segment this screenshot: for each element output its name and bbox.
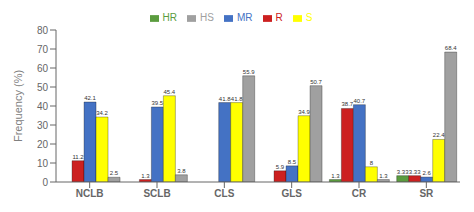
html-text:S: S (305, 12, 313, 23)
html-text:MR: MR (236, 12, 253, 23)
svg-text:60: 60 (37, 63, 49, 74)
svg-text:70: 70 (37, 44, 49, 55)
svg-text:3.33: 3.33 (397, 169, 409, 175)
svg-text:39.5: 39.5 (152, 100, 164, 106)
svg-text:55.9: 55.9 (243, 69, 255, 75)
svg-text:80: 80 (37, 25, 49, 36)
html-text:HS: HS (200, 12, 214, 23)
svg-text:8.5: 8.5 (288, 159, 297, 165)
svg-text:2.5: 2.5 (110, 170, 119, 176)
svg-text:5.9: 5.9 (276, 164, 285, 170)
svg-text:8: 8 (370, 160, 374, 166)
svg-text:3.8: 3.8 (177, 168, 186, 174)
svg-text:SCLB: SCLB (143, 188, 170, 199)
svg-text:2.6: 2.6 (423, 170, 432, 176)
svg-text:68.4: 68.4 (445, 45, 457, 51)
html-text:HR: HR (162, 12, 177, 23)
svg-text:10: 10 (37, 158, 49, 169)
svg-text:CLS: CLS (214, 188, 234, 199)
svg-text:50.7: 50.7 (310, 79, 322, 85)
svg-text:Frequency (%): Frequency (%) (12, 70, 24, 142)
svg-text:38.7: 38.7 (342, 101, 354, 107)
svg-text:11.2: 11.2 (72, 154, 84, 160)
svg-text:1.3: 1.3 (141, 173, 150, 179)
svg-text:3.33: 3.33 (409, 169, 421, 175)
svg-text:SR: SR (419, 188, 434, 199)
svg-text:0: 0 (42, 177, 48, 188)
svg-text:1.3: 1.3 (331, 173, 340, 179)
svg-text:30: 30 (37, 120, 49, 131)
svg-text:22.4: 22.4 (433, 132, 445, 138)
svg-text:34.9: 34.9 (298, 109, 310, 115)
svg-text:20: 20 (37, 139, 49, 150)
svg-text:41.8: 41.8 (231, 96, 243, 102)
svg-text:40: 40 (37, 101, 49, 112)
svg-text:NCLB: NCLB (76, 188, 104, 199)
svg-text:41.8: 41.8 (219, 96, 231, 102)
svg-text:CR: CR (352, 188, 367, 199)
svg-text:1.3: 1.3 (379, 173, 388, 179)
svg-text:42.1: 42.1 (84, 95, 96, 101)
svg-text:40.7: 40.7 (354, 98, 366, 104)
html-text:R: R (275, 12, 283, 23)
svg-text:50: 50 (37, 82, 49, 93)
svg-text:45.4: 45.4 (164, 89, 176, 95)
svg-text:GLS: GLS (281, 188, 302, 199)
svg-text:34.2: 34.2 (96, 110, 108, 116)
